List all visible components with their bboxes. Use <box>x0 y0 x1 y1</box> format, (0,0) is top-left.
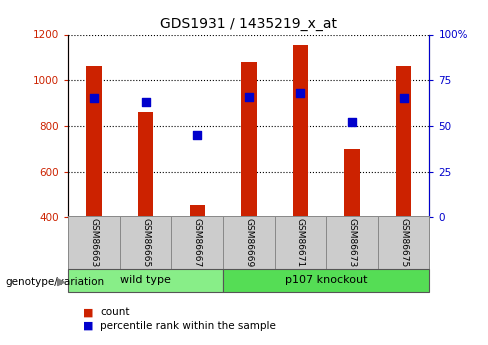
Bar <box>293 45 308 217</box>
Text: percentile rank within the sample: percentile rank within the sample <box>100 321 276 331</box>
Text: count: count <box>100 307 129 317</box>
Title: GDS1931 / 1435219_x_at: GDS1931 / 1435219_x_at <box>161 17 337 31</box>
Bar <box>241 62 257 217</box>
Point <box>245 94 253 99</box>
Text: GSM86671: GSM86671 <box>296 218 305 267</box>
Text: ■: ■ <box>83 321 94 331</box>
Bar <box>345 149 360 217</box>
FancyBboxPatch shape <box>223 269 429 292</box>
FancyBboxPatch shape <box>120 216 171 269</box>
FancyBboxPatch shape <box>68 216 120 269</box>
Point <box>297 90 305 96</box>
Point <box>193 132 201 138</box>
FancyBboxPatch shape <box>68 269 223 292</box>
Point <box>348 119 356 125</box>
FancyBboxPatch shape <box>326 216 378 269</box>
Text: GSM86665: GSM86665 <box>141 218 150 267</box>
Polygon shape <box>58 279 64 286</box>
Point <box>142 99 150 105</box>
Text: GSM86663: GSM86663 <box>90 218 99 267</box>
Text: ■: ■ <box>83 307 94 317</box>
Text: genotype/variation: genotype/variation <box>5 277 104 287</box>
Point <box>90 96 98 101</box>
Bar <box>396 67 411 217</box>
Text: GSM86675: GSM86675 <box>399 218 408 267</box>
FancyBboxPatch shape <box>378 216 429 269</box>
Point <box>400 96 407 101</box>
Text: GSM86673: GSM86673 <box>347 218 357 267</box>
Text: GSM86667: GSM86667 <box>193 218 202 267</box>
Bar <box>86 67 102 217</box>
Text: GSM86669: GSM86669 <box>244 218 253 267</box>
Bar <box>138 112 153 217</box>
Text: wild type: wild type <box>120 275 171 285</box>
FancyBboxPatch shape <box>223 216 275 269</box>
FancyBboxPatch shape <box>275 216 326 269</box>
Text: p107 knockout: p107 knockout <box>285 275 367 285</box>
Bar <box>189 205 205 217</box>
FancyBboxPatch shape <box>171 216 223 269</box>
